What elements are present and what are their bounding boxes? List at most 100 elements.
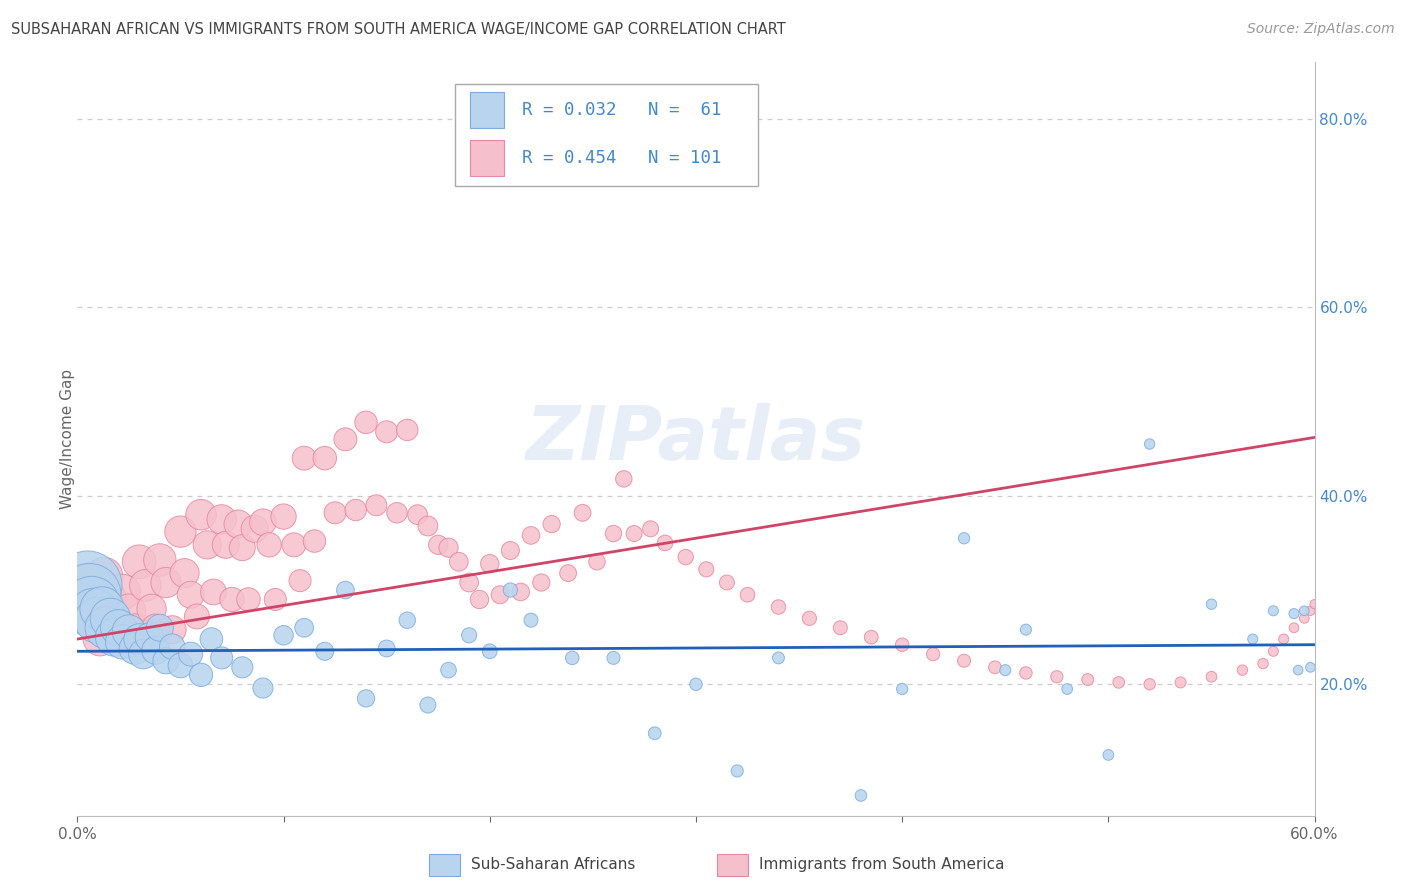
Point <box>215 538 238 552</box>
Point <box>499 583 522 598</box>
Point <box>149 553 172 567</box>
Point <box>509 585 531 599</box>
Point <box>1299 604 1322 618</box>
Point <box>80 602 103 616</box>
Point <box>1139 437 1161 451</box>
Point <box>675 550 697 565</box>
Text: Immigrants from South America: Immigrants from South America <box>759 857 1005 872</box>
Point <box>953 531 976 545</box>
Point <box>128 632 150 646</box>
Point <box>891 638 914 652</box>
Point <box>238 592 260 607</box>
Point <box>76 578 98 592</box>
Point <box>141 602 163 616</box>
Point <box>437 663 460 677</box>
Point <box>1077 673 1099 687</box>
Point <box>375 641 398 656</box>
Point <box>335 433 357 447</box>
Point <box>145 621 167 635</box>
Point <box>695 562 717 576</box>
Point <box>891 681 914 696</box>
Point <box>155 575 177 590</box>
Point <box>93 569 115 583</box>
Point <box>994 663 1017 677</box>
Point <box>292 451 315 466</box>
Point <box>1251 657 1274 671</box>
Point <box>169 658 191 673</box>
Point <box>87 613 110 627</box>
Point <box>602 651 624 665</box>
Point <box>1282 621 1305 635</box>
Point <box>499 543 522 558</box>
Point <box>416 519 439 533</box>
Point <box>226 517 249 532</box>
Point <box>180 588 202 602</box>
Point <box>520 613 543 627</box>
Point <box>716 575 738 590</box>
Point <box>1015 665 1038 680</box>
Point <box>953 654 976 668</box>
Point <box>186 609 208 624</box>
Point <box>1241 632 1264 646</box>
Point <box>768 651 790 665</box>
Point <box>561 651 583 665</box>
Point <box>799 611 821 625</box>
Bar <box>454 85 758 186</box>
Point <box>1309 591 1331 605</box>
Point <box>1201 670 1223 684</box>
Point <box>83 607 105 621</box>
Point <box>685 677 707 691</box>
Point <box>406 508 429 522</box>
Point <box>520 528 543 542</box>
Point <box>111 585 134 599</box>
Point <box>1263 644 1285 658</box>
Point <box>1201 597 1223 611</box>
Point <box>292 621 315 635</box>
Point <box>1313 585 1336 599</box>
Point <box>849 789 872 803</box>
Point <box>273 628 295 642</box>
Point <box>644 726 666 740</box>
Point <box>344 503 367 517</box>
Point <box>1232 663 1254 677</box>
Point <box>80 597 103 611</box>
Point <box>145 643 167 657</box>
Point <box>640 522 662 536</box>
Point <box>654 536 676 550</box>
Point <box>211 651 233 665</box>
Point <box>231 541 253 555</box>
Point <box>354 691 377 706</box>
Point <box>613 472 636 486</box>
Point <box>221 592 243 607</box>
Point <box>211 512 233 526</box>
Y-axis label: Wage/Income Gap: Wage/Income Gap <box>59 369 75 509</box>
Point <box>257 538 280 552</box>
Point <box>830 621 852 635</box>
Point <box>1299 660 1322 674</box>
Text: R = 0.454   N = 101: R = 0.454 N = 101 <box>522 149 721 167</box>
Point <box>134 578 156 592</box>
Point <box>458 575 481 590</box>
Point <box>427 538 450 552</box>
Point <box>160 640 183 654</box>
Point <box>304 534 326 549</box>
Point <box>107 630 129 644</box>
Point <box>273 509 295 524</box>
Point <box>737 588 759 602</box>
Text: Sub-Saharan Africans: Sub-Saharan Africans <box>471 857 636 872</box>
Text: R = 0.032   N =  61: R = 0.032 N = 61 <box>522 101 721 119</box>
Point <box>155 654 177 668</box>
Text: ZIPatlas: ZIPatlas <box>526 403 866 475</box>
Point <box>169 524 191 539</box>
Point <box>586 555 609 569</box>
Point <box>1282 607 1305 621</box>
Point <box>1015 623 1038 637</box>
Point <box>354 415 377 429</box>
Point <box>557 566 579 580</box>
Point <box>1272 632 1295 646</box>
Point <box>1294 611 1316 625</box>
Point <box>79 588 101 602</box>
Point <box>190 508 212 522</box>
Point <box>335 583 357 598</box>
Point <box>922 647 945 661</box>
